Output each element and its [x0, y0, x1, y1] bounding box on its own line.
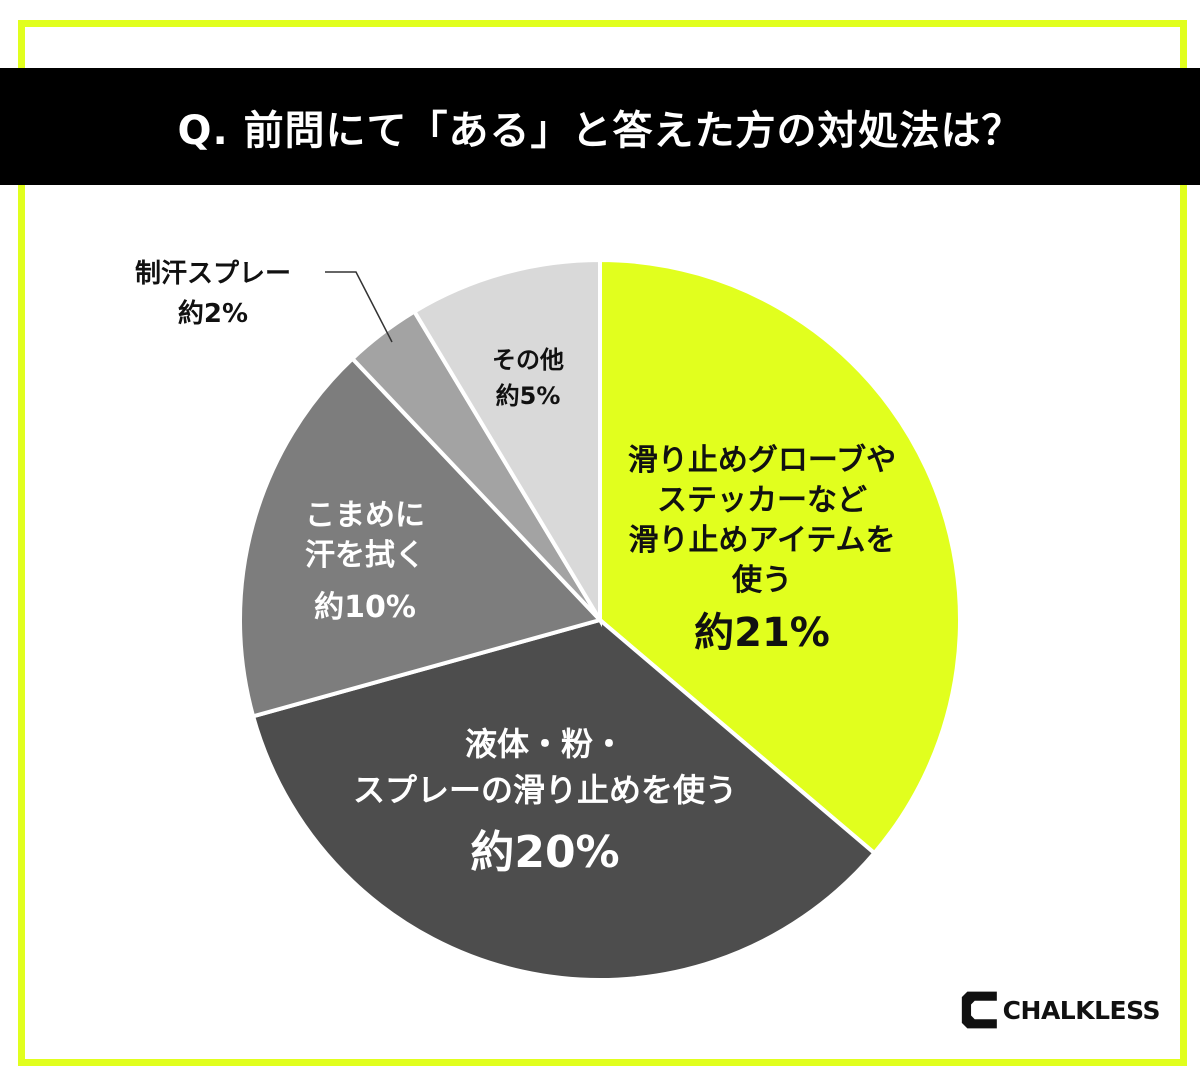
pie-slice-1	[250, 617, 878, 982]
pie-slice-2	[238, 355, 604, 719]
chalkless-logo-icon	[961, 991, 997, 1029]
slice-label-0-line-0: 滑り止めグローブや	[628, 443, 896, 478]
slice-value-3: 約2%	[178, 298, 248, 329]
slice-label-1-line-1: スプレーの滑り止めを使う	[353, 771, 737, 809]
slice-value-4: 約5%	[496, 382, 561, 410]
chart-frame	[18, 20, 1187, 1066]
pie-slice-4	[411, 257, 602, 628]
pie-slice-0	[598, 257, 962, 856]
slice-value-0: 約21%	[694, 610, 830, 656]
slice-value-1: 約20%	[470, 827, 619, 878]
chart-title: Q. 前問にて「ある」と答えた方の対処法は？	[0, 68, 1200, 185]
brand-name: CHALKLESS	[1002, 995, 1161, 1025]
slice-label-0-line-3: 使う	[731, 563, 792, 598]
slice-label-0-line-1: ステッカーなど	[657, 483, 867, 518]
slice-label-2-line-0: こまめに	[305, 498, 425, 533]
slice-label-4-line-0: その他	[492, 346, 564, 374]
slice-label-3-line-0: 制汗スプレー	[135, 259, 291, 289]
slice-value-2: 約10%	[314, 590, 416, 625]
slice-label-1-line-0: 液体・粉・	[465, 725, 625, 763]
slice-label-0-line-2: 滑り止めアイテムを	[629, 523, 896, 558]
leader-line-3	[325, 271, 393, 343]
brand-logo: CHALKLESS	[960, 985, 1161, 1035]
slice-label-2-line-1: 汗を拭く	[305, 538, 425, 573]
